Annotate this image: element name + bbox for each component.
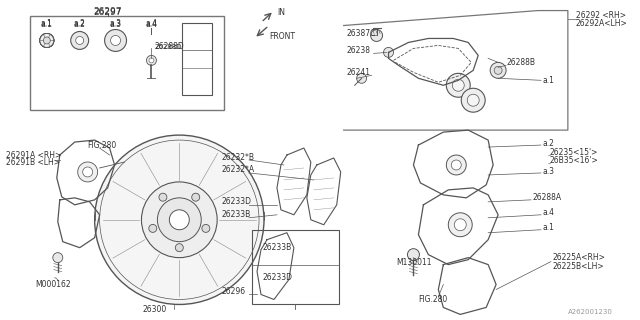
Text: 26225A<RH>: 26225A<RH>	[553, 253, 606, 262]
Text: 26300: 26300	[142, 305, 166, 314]
Circle shape	[383, 47, 394, 57]
Text: a.2: a.2	[543, 139, 555, 148]
Text: FIG.280: FIG.280	[88, 140, 117, 149]
Text: a.4: a.4	[145, 19, 157, 28]
Text: 26297: 26297	[93, 8, 122, 17]
Circle shape	[40, 34, 54, 47]
Text: M000162: M000162	[35, 280, 70, 289]
Circle shape	[490, 62, 506, 78]
Circle shape	[446, 73, 470, 97]
Circle shape	[451, 160, 461, 170]
Text: 26B35<16'>: 26B35<16'>	[550, 156, 598, 165]
Text: FRONT: FRONT	[269, 32, 295, 41]
Circle shape	[40, 34, 54, 47]
Circle shape	[40, 34, 54, 47]
Text: 26225B<LH>: 26225B<LH>	[553, 262, 605, 271]
Circle shape	[446, 155, 466, 175]
Text: 26291A <RH>: 26291A <RH>	[6, 150, 61, 159]
Circle shape	[104, 29, 127, 52]
Circle shape	[371, 29, 383, 42]
Text: 26233B: 26233B	[262, 243, 291, 252]
Text: a.1: a.1	[543, 223, 555, 232]
Text: 26387C: 26387C	[347, 29, 376, 38]
Bar	[252, 230, 339, 304]
Circle shape	[175, 244, 183, 252]
Text: 26233D: 26233D	[221, 197, 251, 206]
Text: 26292A<LH>: 26292A<LH>	[576, 19, 628, 28]
Circle shape	[53, 253, 63, 263]
Bar	[30, 16, 224, 110]
Text: 26291B <LH>: 26291B <LH>	[6, 158, 60, 167]
Text: a.1: a.1	[543, 76, 555, 85]
Text: 26238: 26238	[347, 46, 371, 55]
Text: 26292 <RH>: 26292 <RH>	[576, 11, 626, 20]
Circle shape	[448, 213, 472, 237]
Circle shape	[157, 198, 201, 242]
Circle shape	[95, 135, 264, 304]
Text: 26232*A: 26232*A	[221, 165, 254, 174]
Text: a.1: a.1	[41, 20, 52, 29]
Text: 26288B: 26288B	[506, 58, 535, 67]
Circle shape	[192, 193, 200, 201]
Text: FIG.280: FIG.280	[419, 295, 447, 304]
Circle shape	[408, 249, 419, 260]
Text: 26288D: 26288D	[154, 42, 184, 51]
Text: 26233D: 26233D	[262, 273, 292, 282]
Text: 26232*B: 26232*B	[221, 153, 254, 162]
Text: a.4: a.4	[543, 208, 555, 217]
Text: a.3: a.3	[543, 167, 555, 176]
Circle shape	[141, 182, 217, 258]
Circle shape	[111, 36, 120, 45]
Circle shape	[71, 31, 89, 49]
Text: 26241: 26241	[347, 68, 371, 77]
Circle shape	[40, 34, 54, 47]
Bar	[182, 22, 212, 95]
Circle shape	[159, 193, 167, 201]
Text: 26233B: 26233B	[221, 210, 250, 219]
Circle shape	[149, 58, 154, 63]
Text: a.2: a.2	[74, 19, 86, 28]
Text: a.1: a.1	[41, 19, 52, 28]
Circle shape	[356, 73, 367, 83]
Text: a.2: a.2	[74, 20, 86, 29]
Circle shape	[467, 94, 479, 106]
Text: a.3: a.3	[109, 19, 122, 28]
Text: A262001230: A262001230	[568, 309, 612, 316]
Text: 26288D: 26288D	[154, 44, 182, 51]
Circle shape	[202, 224, 210, 232]
Text: 26296: 26296	[221, 287, 245, 296]
Text: IN: IN	[277, 8, 285, 17]
Circle shape	[44, 37, 51, 44]
Circle shape	[77, 162, 98, 182]
Text: 26288A: 26288A	[533, 193, 562, 202]
Circle shape	[170, 210, 189, 230]
Circle shape	[452, 79, 464, 91]
Text: 26235<15'>: 26235<15'>	[550, 148, 598, 156]
Circle shape	[40, 34, 54, 47]
Circle shape	[76, 36, 84, 44]
Circle shape	[40, 34, 54, 47]
Circle shape	[454, 219, 466, 231]
Text: M130011: M130011	[397, 258, 432, 267]
Text: a.4: a.4	[145, 20, 157, 29]
Circle shape	[149, 224, 157, 232]
Circle shape	[83, 167, 93, 177]
Circle shape	[494, 66, 502, 74]
Text: 26297: 26297	[93, 7, 122, 16]
Circle shape	[147, 55, 156, 65]
Text: a.3: a.3	[109, 20, 122, 29]
Circle shape	[461, 88, 485, 112]
